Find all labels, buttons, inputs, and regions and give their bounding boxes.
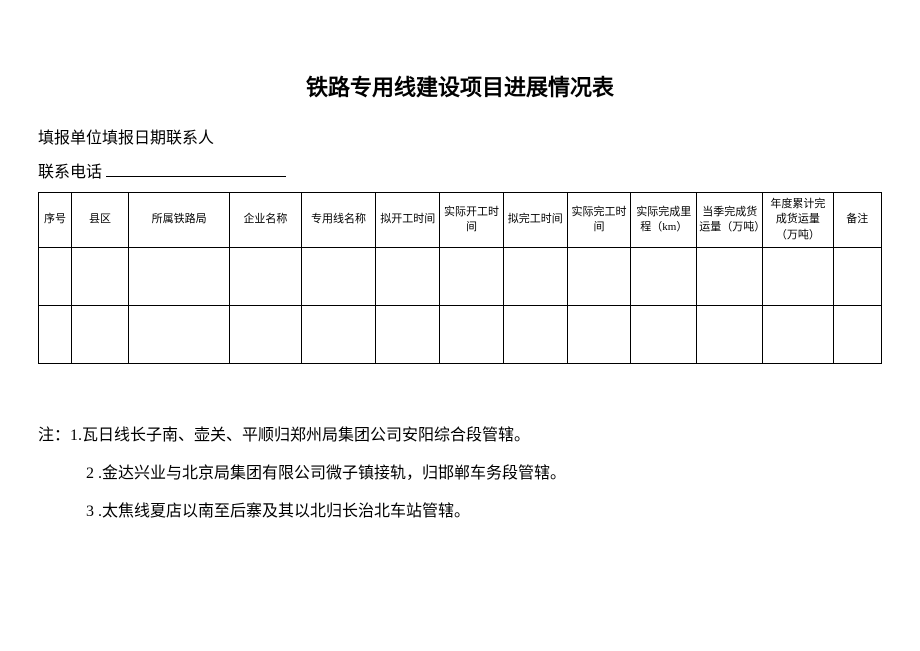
page-title: 铁路专用线建设项目进展情况表 [38,70,882,102]
note-1: 注：1.瓦日线长子南、壶关、平顺归郑州局集团公司安阳综合段管辖。 [38,420,882,452]
table-header-row: 序号 县区 所属铁路局 企业名称 专用线名称 拟开工时间 实际开工时间 拟完工时… [39,193,882,248]
col-yfreight: 年度累计完成货运量（万吨） [763,193,833,248]
contact-phone-underline [106,161,286,177]
cell [567,306,631,364]
cell [129,248,230,306]
cell [763,306,833,364]
contact-phone-label: 联系电话 [38,158,102,182]
document-page: 铁路专用线建设项目进展情况表 填报单位填报日期联系人 联系电话 序号 县区 所属… [0,0,920,564]
cell [230,248,301,306]
cell [697,248,763,306]
cell [376,248,440,306]
col-planend: 拟完工时间 [503,193,567,248]
meta-line-1: 填报单位填报日期联系人 [38,124,882,148]
cell [129,306,230,364]
cell [440,248,504,306]
cell [71,306,128,364]
col-km: 实际完成里程（km） [631,193,697,248]
col-bureau: 所属铁路局 [129,193,230,248]
progress-table: 序号 县区 所属铁路局 企业名称 专用线名称 拟开工时间 实际开工时间 拟完工时… [38,192,882,364]
col-actstart: 实际开工时间 [440,193,504,248]
cell [833,248,881,306]
cell [833,306,881,364]
cell [697,306,763,364]
note-prefix: 注： [38,427,70,444]
col-linename: 专用线名称 [301,193,376,248]
cell [631,306,697,364]
col-actend: 实际完工时间 [567,193,631,248]
col-remark: 备注 [833,193,881,248]
cell [503,306,567,364]
cell [440,306,504,364]
note-1-text: 1.瓦日线长子南、壶关、平顺归郑州局集团公司安阳综合段管辖。 [70,427,530,444]
col-county: 县区 [71,193,128,248]
meta-line-2: 联系电话 [38,158,882,182]
col-qfreight: 当季完成货运量（万吨） [697,193,763,248]
note-2: 2 .金达兴业与北京局集团有限公司微子镇接轨，归邯郸车务段管辖。 [38,458,882,490]
cell [631,248,697,306]
cell [567,248,631,306]
notes-block: 注：1.瓦日线长子南、壶关、平顺归郑州局集团公司安阳综合段管辖。 2 .金达兴业… [38,420,882,528]
cell [301,248,376,306]
cell [230,306,301,364]
note-3: 3 .太焦线夏店以南至后寨及其以北归长治北车站管辖。 [38,496,882,528]
table-row [39,248,882,306]
col-company: 企业名称 [230,193,301,248]
cell [301,306,376,364]
cell [71,248,128,306]
col-seq: 序号 [39,193,72,248]
col-planstart: 拟开工时间 [376,193,440,248]
cell [39,306,72,364]
cell [503,248,567,306]
table-row [39,306,882,364]
cell [376,306,440,364]
cell [763,248,833,306]
cell [39,248,72,306]
meta-line-1-text: 填报单位填报日期联系人 [38,124,214,148]
